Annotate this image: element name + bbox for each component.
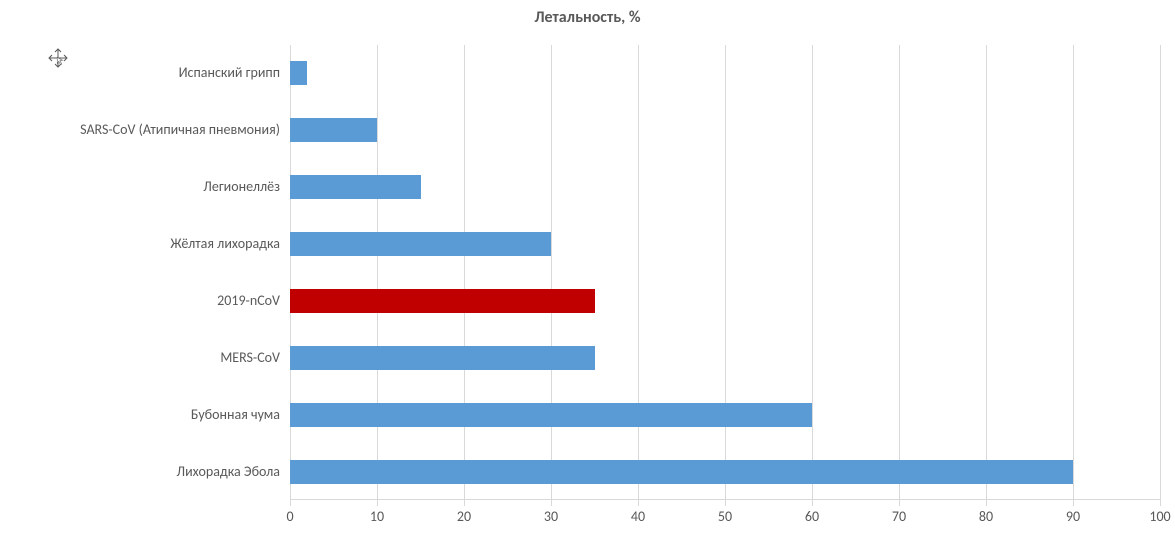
x-tick	[290, 500, 291, 506]
x-tick-label: 50	[718, 508, 732, 525]
x-tick	[725, 500, 726, 506]
plot-area: 0102030405060708090100Испанский гриппSAR…	[290, 45, 1160, 500]
bar	[290, 118, 377, 142]
y-tick-label: MERS-CoV	[220, 346, 290, 370]
gridline	[725, 45, 726, 500]
x-tick-label: 90	[1066, 508, 1080, 525]
x-tick-label: 80	[979, 508, 993, 525]
bar-row: MERS-CoV	[290, 346, 1160, 370]
gridline	[377, 45, 378, 500]
bar-row: Легионеллёз	[290, 175, 1160, 199]
bar	[290, 460, 1073, 484]
y-tick-label: Жёлтая лихорадка	[170, 232, 290, 256]
x-tick-label: 100	[1149, 508, 1170, 525]
gridline	[464, 45, 465, 500]
bar	[290, 175, 421, 199]
x-tick	[551, 500, 552, 506]
x-tick-label: 60	[805, 508, 819, 525]
gridline	[638, 45, 639, 500]
bar	[290, 403, 812, 427]
x-tick-label: 10	[370, 508, 384, 525]
x-tick	[638, 500, 639, 506]
y-tick-label: Бубонная чума	[191, 403, 290, 427]
bar-row: Бубонная чума	[290, 403, 1160, 427]
move-cursor-icon	[48, 48, 68, 73]
bar-row: Лихорадка Эбола	[290, 460, 1160, 484]
gridline	[1073, 45, 1074, 500]
x-tick	[812, 500, 813, 506]
x-tick	[1160, 500, 1161, 506]
x-tick-label: 40	[631, 508, 645, 525]
bar-row: Жёлтая лихорадка	[290, 232, 1160, 256]
gridline	[899, 45, 900, 500]
x-tick	[1073, 500, 1074, 506]
bar	[290, 289, 595, 313]
x-tick-label: 30	[544, 508, 558, 525]
bar-row: 2019-nCoV	[290, 289, 1160, 313]
x-tick	[377, 500, 378, 506]
bar	[290, 61, 307, 85]
y-tick-label: SARS-CoV (Атипичная пневмония)	[80, 118, 290, 142]
gridline	[551, 45, 552, 500]
bar	[290, 232, 551, 256]
gridline	[812, 45, 813, 500]
gridline	[986, 45, 987, 500]
x-tick	[899, 500, 900, 506]
x-tick	[464, 500, 465, 506]
x-tick	[986, 500, 987, 506]
chart-container: Летальность, % 0102030405060708090100Исп…	[0, 0, 1175, 549]
x-tick-label: 20	[457, 508, 471, 525]
bar	[290, 346, 595, 370]
chart-title: Летальность, %	[0, 8, 1175, 27]
bar-row: Испанский грипп	[290, 61, 1160, 85]
gridline	[1160, 45, 1161, 500]
x-tick-label: 0	[286, 508, 293, 525]
gridline	[290, 45, 291, 500]
bar-row: SARS-CoV (Атипичная пневмония)	[290, 118, 1160, 142]
x-tick-label: 70	[892, 508, 906, 525]
y-tick-label: Лихорадка Эбола	[177, 460, 290, 484]
y-tick-label: Испанский грипп	[179, 61, 290, 85]
y-tick-label: 2019-nCoV	[217, 289, 290, 313]
y-tick-label: Легионеллёз	[203, 175, 290, 199]
